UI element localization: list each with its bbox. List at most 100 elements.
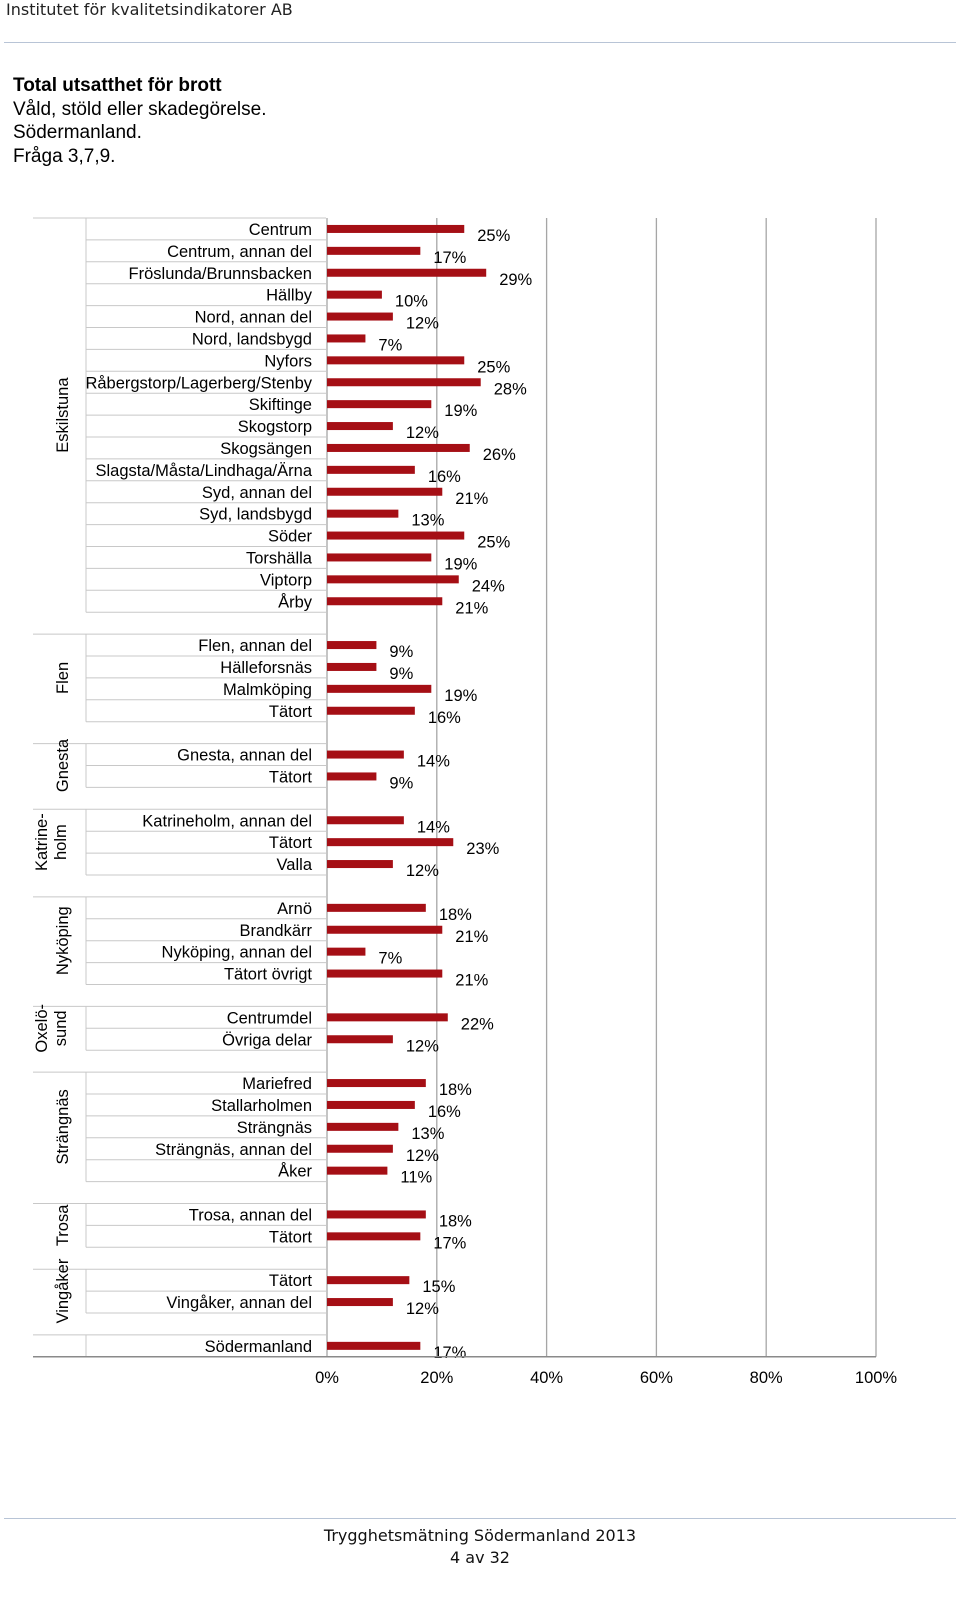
category-label: Årby <box>278 592 313 611</box>
bar <box>327 465 415 474</box>
bar-value-label: 14% <box>417 753 450 771</box>
bar-value-label: 12% <box>406 1147 439 1165</box>
footer-report-title: Trygghetsmätning Södermanland 2013 <box>323 1526 637 1545</box>
bar <box>327 246 421 255</box>
category-label: Hällby <box>266 287 313 305</box>
category-label: Skogsängen <box>220 440 312 458</box>
group-label-line: Trosa <box>54 1204 72 1246</box>
bar-value-label: 18% <box>439 1212 472 1230</box>
bar <box>327 1232 421 1241</box>
bar <box>327 553 432 562</box>
bar <box>327 312 393 321</box>
category-label: Mariefred <box>242 1075 312 1093</box>
bar-value-label: 13% <box>411 512 444 530</box>
category-label: Vingåker, annan del <box>166 1294 312 1312</box>
x-tick-label: 40% <box>530 1369 563 1387</box>
group-label: Vingåker <box>54 1258 72 1323</box>
category-label: Katrineholm, annan del <box>142 812 312 830</box>
bar <box>327 925 443 934</box>
group-label-line: Oxelö- <box>33 1004 51 1053</box>
bar-value-label: 9% <box>389 774 413 792</box>
bar-value-label: 21% <box>455 928 488 946</box>
bar-value-label: 16% <box>428 1103 461 1121</box>
bar <box>327 597 443 606</box>
bar <box>327 641 377 650</box>
header-rule <box>4 42 956 43</box>
category-label: Strängnäs, annan del <box>155 1141 312 1159</box>
category-label: Skiftinge <box>249 396 312 414</box>
group-label-line: Strängnäs <box>54 1089 72 1164</box>
bar <box>327 1035 393 1044</box>
bar-value-label: 18% <box>439 906 472 924</box>
bar <box>327 334 366 343</box>
bar <box>327 772 377 781</box>
bar-value-label: 10% <box>395 293 428 311</box>
bar-value-label: 24% <box>472 577 505 595</box>
x-tick-label: 60% <box>640 1369 673 1387</box>
group-label-line: Nyköping <box>54 906 72 975</box>
category-label: Centrumdel <box>227 1009 312 1027</box>
bar-value-label: 16% <box>428 709 461 727</box>
bar <box>327 969 443 978</box>
category-label: Centrum, annan del <box>167 243 312 261</box>
group-label-line: Eskilstuna <box>54 377 72 453</box>
bar-value-label: 14% <box>417 818 450 836</box>
chart-title-block: Total utsatthet för brott Våld, stöld el… <box>13 74 266 168</box>
group-label-line: Katrine- <box>33 813 51 871</box>
bar-value-label: 13% <box>411 1125 444 1143</box>
bar-value-label: 21% <box>455 972 488 990</box>
bar-value-label: 17% <box>433 249 466 267</box>
footer-page-number: 4 av 32 <box>450 1548 510 1567</box>
category-label: Åker <box>278 1162 312 1181</box>
group-label: Flen <box>54 662 72 694</box>
bar <box>327 860 393 869</box>
bar <box>327 903 426 912</box>
x-tick-label: 80% <box>750 1369 783 1387</box>
category-label: Tätort <box>269 834 313 852</box>
category-label: Malmköping <box>223 681 312 699</box>
category-label: Tätort <box>269 703 313 721</box>
bar <box>327 1166 388 1175</box>
category-label: Tätort övrigt <box>224 966 312 984</box>
bar-value-label: 18% <box>439 1081 472 1099</box>
bar-value-label: 12% <box>406 1037 439 1055</box>
bar <box>327 422 393 431</box>
x-tick-label: 100% <box>855 1369 898 1387</box>
bar <box>327 1100 415 1109</box>
bar-chart: Centrum 25% Centrum, annan del 17% Fröslunda… <box>33 217 898 1387</box>
category-label: Slagsta/Måsta/Lindhaga/Ärna <box>96 462 313 480</box>
category-label: Skogstorp <box>238 418 312 436</box>
category-label: Övriga delar <box>222 1031 312 1049</box>
bar <box>327 838 454 847</box>
bar <box>327 816 404 825</box>
bar <box>327 1144 393 1153</box>
organization-name: Institutet för kvalitetsindikatorer AB <box>6 0 293 19</box>
category-label: Stallarholmen <box>211 1097 312 1115</box>
bar-value-label: 17% <box>433 1344 466 1362</box>
category-label: Valla <box>277 856 313 874</box>
chart-question: Fråga 3,7,9. <box>13 145 116 167</box>
group-label: Trosa <box>54 1204 72 1246</box>
category-label: Brandkärr <box>240 922 313 940</box>
category-label: Syd, annan del <box>202 484 312 502</box>
bar <box>327 268 487 277</box>
bar <box>327 1210 426 1219</box>
bar-value-label: 25% <box>477 358 510 376</box>
category-label: Strängnäs <box>237 1119 312 1137</box>
bar-value-label: 25% <box>477 227 510 245</box>
bar-value-label: 26% <box>483 446 516 464</box>
category-label: Tätort <box>269 1272 313 1290</box>
category-label: Nyköping, annan del <box>162 944 312 962</box>
group-label-line: sund <box>52 1010 70 1046</box>
footer-rule <box>4 1518 956 1519</box>
bar-value-label: 19% <box>444 687 477 705</box>
bar <box>327 378 481 387</box>
bar <box>327 706 415 715</box>
bar-value-label: 15% <box>422 1278 455 1296</box>
category-label: Nord, annan del <box>195 309 312 327</box>
category-label: Hälleforsnäs <box>220 659 312 677</box>
bar-value-label: 12% <box>406 315 439 333</box>
bar <box>327 1122 399 1131</box>
category-label: Nyfors <box>264 352 312 370</box>
category-label: Viptorp <box>260 571 312 589</box>
